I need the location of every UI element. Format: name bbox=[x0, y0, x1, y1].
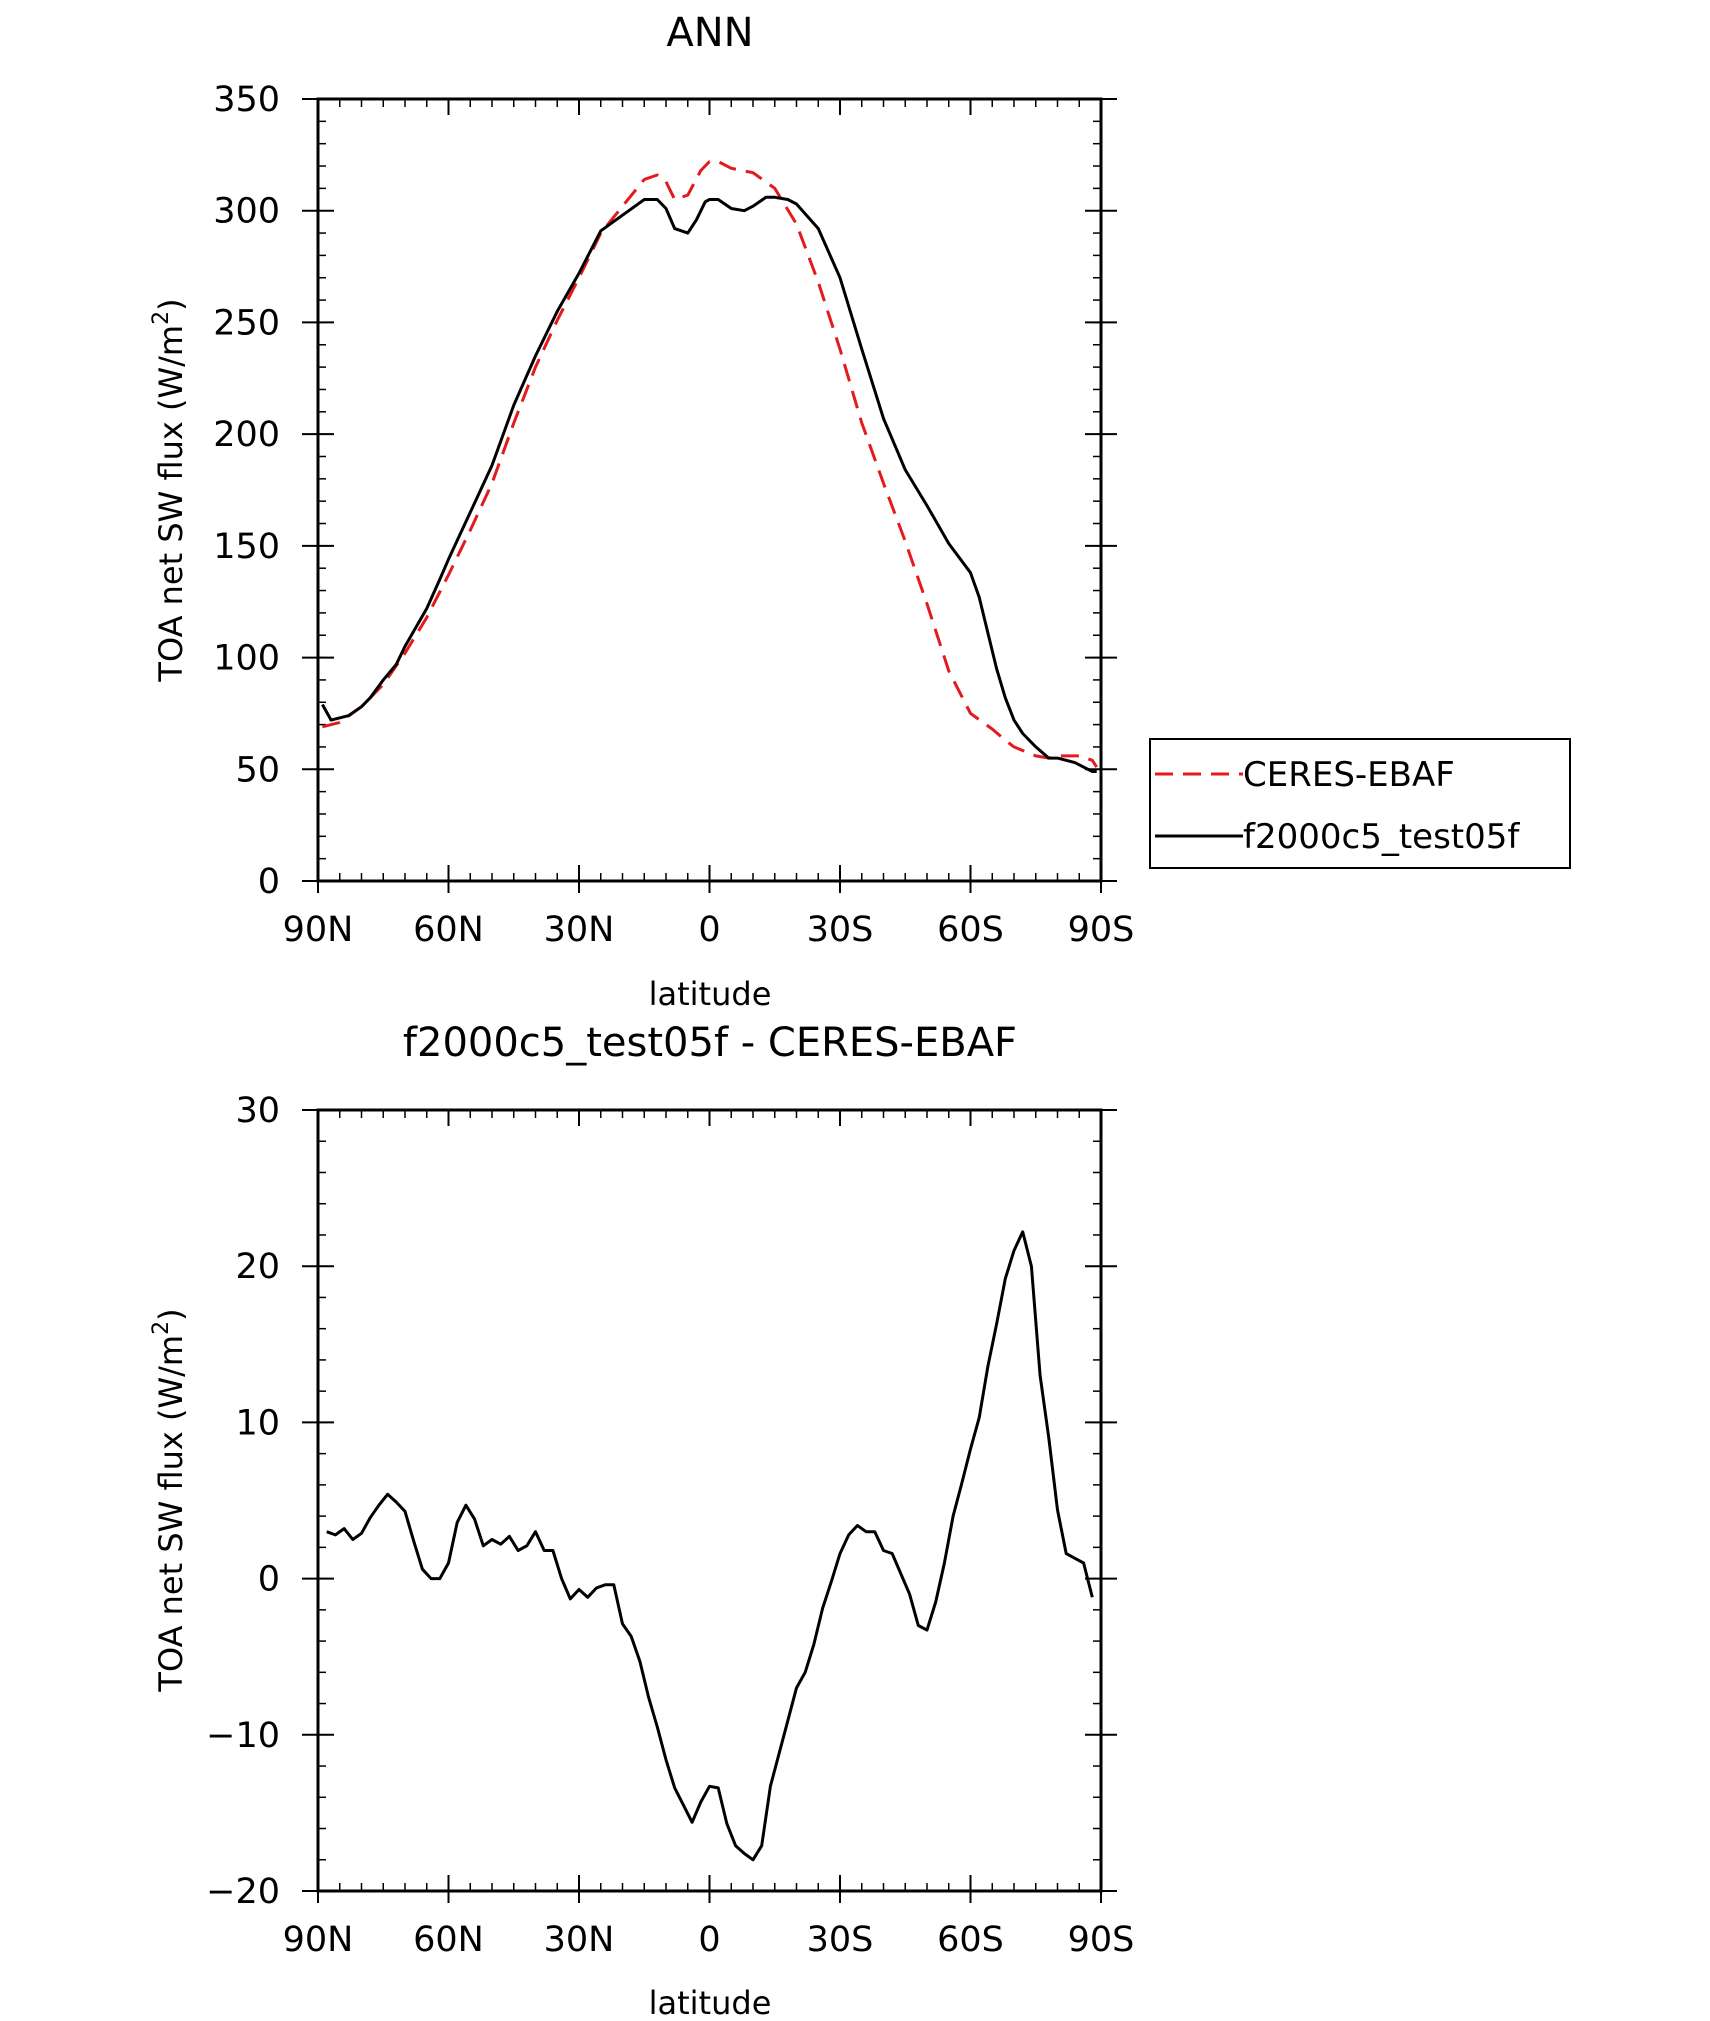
top-chart-ticks: 90N 60N 30N 0 30S 60S 90S 0 50 100 150 200 250 300 350 bbox=[213, 80, 1134, 950]
x-tick-label: 60S bbox=[937, 1920, 1004, 1960]
top-chart: ANN 90N 60N 30N 0 30S 60S 90S 0 50 100 150 200 250 30… bbox=[149, 10, 1571, 1013]
top-chart-legend: CERES-EBAF f2000c5_test05f bbox=[1149, 738, 1571, 869]
series-line-ceres-ebaf bbox=[322, 160, 1098, 768]
top-chart-title: ANN bbox=[666, 10, 753, 56]
legend-label-f2000c5-test05f: f2000c5_test05f bbox=[1243, 817, 1520, 857]
y-tick-label: 0 bbox=[258, 862, 280, 902]
top-chart-x-axis-label: latitude bbox=[649, 975, 772, 1013]
x-tick-label: 90S bbox=[1068, 1920, 1135, 1960]
y-tick-label: 50 bbox=[235, 750, 280, 790]
x-tick-label: 90N bbox=[283, 910, 354, 950]
bottom-chart: f2000c5_test05f - CERES-EBAF 90N 60N 30N 0 3… bbox=[149, 1020, 1134, 2021]
x-tick-label: 60S bbox=[937, 910, 1004, 950]
y-tick-label: 100 bbox=[213, 639, 280, 679]
y-tick-label: 300 bbox=[213, 192, 280, 232]
y-tick-label: 350 bbox=[213, 80, 280, 120]
bottom-chart-ticks: 90N 60N 30N 0 30S 60S 90S −20 −10 0 10 20 30 bbox=[206, 1091, 1134, 1960]
bottom-chart-title: f2000c5_test05f - CERES-EBAF bbox=[403, 1020, 1017, 1066]
series-line-f2000c5-test05f bbox=[321, 195, 1097, 773]
bottom-chart-frame bbox=[316, 1108, 1103, 1893]
top-chart-frame bbox=[316, 97, 1103, 883]
x-tick-label: 60N bbox=[413, 1920, 484, 1960]
x-tick-label: 0 bbox=[698, 1920, 720, 1960]
top-chart-series bbox=[321, 160, 1098, 773]
y-tick-label: 250 bbox=[213, 303, 280, 343]
y-tick-label: −20 bbox=[206, 1872, 280, 1912]
y-tick-label: 20 bbox=[235, 1247, 280, 1287]
bottom-chart-x-axis-label: latitude bbox=[649, 1984, 772, 2021]
x-tick-label: 30N bbox=[544, 910, 615, 950]
bottom-chart-series bbox=[326, 1230, 1094, 1862]
y-tick-label: −10 bbox=[206, 1716, 280, 1756]
x-tick-label: 30S bbox=[807, 1920, 874, 1960]
y-tick-label: 10 bbox=[235, 1403, 280, 1443]
x-tick-label: 0 bbox=[698, 910, 720, 950]
y-tick-label: 150 bbox=[213, 527, 280, 567]
legend-label-ceres-ebaf: CERES-EBAF bbox=[1243, 755, 1455, 795]
x-tick-label: 30S bbox=[807, 910, 874, 950]
y-tick-label: 200 bbox=[213, 415, 280, 455]
x-tick-label: 30N bbox=[544, 1920, 615, 1960]
y-tick-label: 0 bbox=[258, 1560, 280, 1600]
bottom-chart-y-axis-label: TOA net SW flux (W/m2) bbox=[149, 1308, 190, 1692]
legend-box bbox=[1149, 738, 1571, 869]
x-tick-label: 60N bbox=[413, 910, 484, 950]
series-line-f2000c5-test05f-ceres-ebaf bbox=[326, 1230, 1094, 1862]
top-chart-y-axis-label: TOA net SW flux (W/m2) bbox=[149, 298, 190, 682]
x-tick-label: 90N bbox=[283, 1920, 354, 1960]
x-tick-label: 90S bbox=[1068, 910, 1135, 950]
y-tick-label: 30 bbox=[235, 1091, 280, 1131]
